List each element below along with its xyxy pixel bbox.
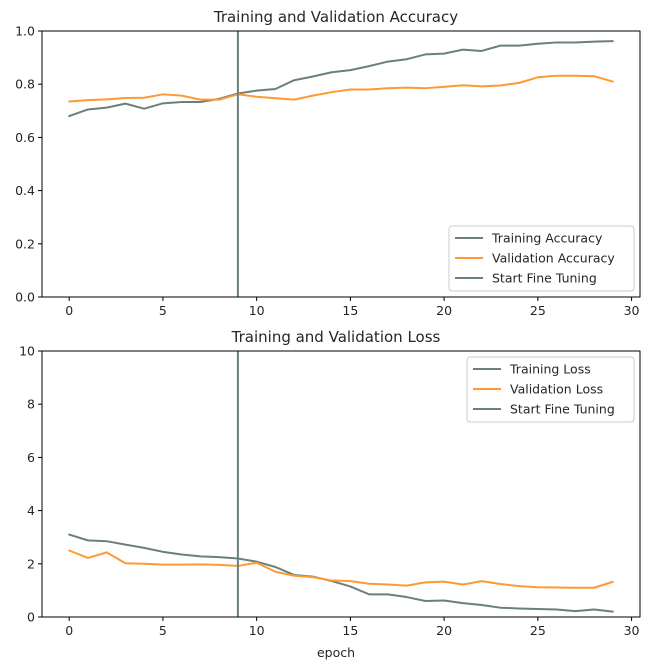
y-tick-label: 8 xyxy=(27,397,35,412)
accuracy-panel: Training and Validation Accuracy 0 5 10 15 2… xyxy=(15,8,641,318)
x-tick-label: 15 xyxy=(342,303,358,318)
x-tick-label: 10 xyxy=(249,623,265,638)
loss-panel: Training and Validation Loss 0 5 10 15 20 25 3… xyxy=(19,328,641,660)
y-tick-label: 0.2 xyxy=(15,236,35,251)
legend-label-start-fine-tuning: Start Fine Tuning xyxy=(510,402,615,417)
y-tick-label: 0.6 xyxy=(15,130,35,145)
loss-legend: Training Loss Validation Loss Start Fine… xyxy=(466,356,635,423)
x-tick-label: 10 xyxy=(249,303,265,318)
x-tick-label: 0 xyxy=(65,623,73,638)
x-tick-label: 30 xyxy=(624,303,640,318)
x-tick-label: 20 xyxy=(436,303,452,318)
x-tick-label: 25 xyxy=(530,303,546,318)
x-tick-label: 5 xyxy=(159,623,167,638)
accuracy-legend-box xyxy=(448,225,635,292)
loss-legend-box xyxy=(466,356,635,423)
y-tick-label: 0.8 xyxy=(15,77,35,92)
x-tick-label: 20 xyxy=(436,623,452,638)
y-tick-label: 6 xyxy=(27,450,35,465)
x-tick-label: 25 xyxy=(530,623,546,638)
y-tick-label: 10 xyxy=(19,344,35,359)
loss-x-axis-label: epoch xyxy=(317,645,355,660)
legend-label-start-fine-tuning: Start Fine Tuning xyxy=(492,271,597,286)
legend-label-validation-loss: Validation Loss xyxy=(510,382,603,397)
x-tick-label: 15 xyxy=(342,623,358,638)
series-line-training-loss xyxy=(68,533,614,613)
loss-chart-title: Training and Validation Loss xyxy=(231,328,441,346)
accuracy-chart-title: Training and Validation Accuracy xyxy=(213,8,458,26)
legend-label-validation-accuracy: Validation Accuracy xyxy=(492,251,615,266)
x-tick-label: 30 xyxy=(624,623,640,638)
loss-plot-frame xyxy=(41,350,641,618)
series-line-validation-accuracy xyxy=(68,74,614,103)
x-tick-label: 5 xyxy=(159,303,167,318)
accuracy-legend: Training Accuracy Validation Accuracy St… xyxy=(448,225,635,292)
y-tick-label: 1.0 xyxy=(15,24,35,39)
legend-label-training-loss: Training Loss xyxy=(509,362,591,377)
y-tick-label: 0 xyxy=(27,610,35,625)
y-tick-label: 4 xyxy=(27,503,35,518)
y-tick-label: 0.4 xyxy=(15,183,35,198)
legend-label-training-accuracy: Training Accuracy xyxy=(491,231,603,246)
y-tick-label: 0.0 xyxy=(15,290,35,305)
accuracy-plot-frame xyxy=(41,30,641,298)
series-line-validation-loss xyxy=(68,549,614,589)
series-line-training-accuracy xyxy=(68,40,614,118)
x-tick-label: 0 xyxy=(65,303,73,318)
y-tick-label: 2 xyxy=(27,556,35,571)
